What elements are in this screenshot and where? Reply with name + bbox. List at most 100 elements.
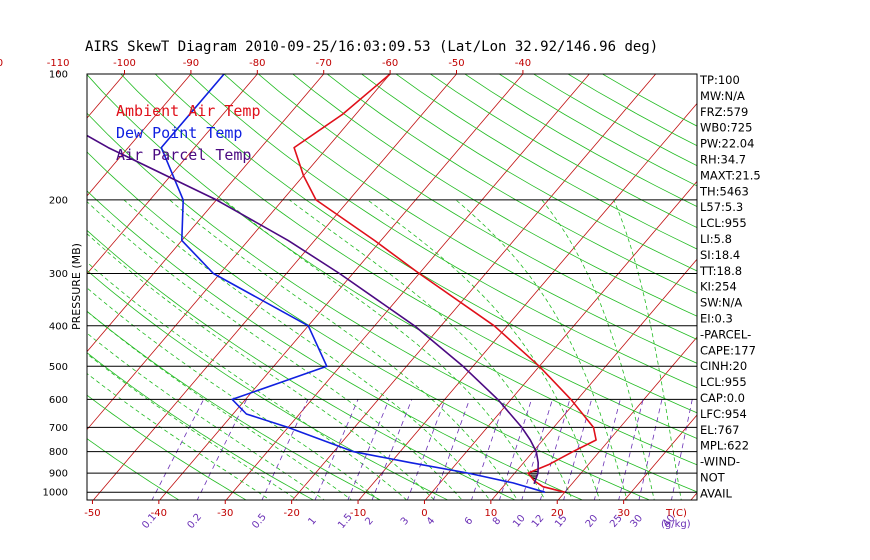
isotherm-line bbox=[424, 180, 697, 500]
moist-adiabat-line bbox=[87, 287, 380, 500]
top-temp-tick-label: -90 bbox=[183, 58, 199, 69]
index-entry: -PARCEL- bbox=[700, 327, 751, 341]
dry-adiabat-line bbox=[189, 74, 697, 389]
mixing-ratio-line bbox=[371, 399, 413, 500]
mixing-ratio-lines bbox=[151, 399, 693, 500]
mixing-ratio-label: 6 bbox=[463, 515, 476, 527]
mixing-ratio-line bbox=[347, 399, 390, 500]
moist-adiabat-line bbox=[87, 201, 463, 500]
dry-adiabat-line bbox=[360, 74, 697, 272]
mixing-ratio-line bbox=[406, 399, 446, 500]
moist-adiabat-line bbox=[367, 199, 601, 500]
dry-adiabat-line bbox=[87, 112, 697, 493]
mixing-ratio-label: 20 bbox=[584, 513, 601, 530]
dry-adiabat-line bbox=[395, 74, 697, 250]
moist-adiabat-line bbox=[169, 199, 518, 500]
index-entry: NOT bbox=[700, 471, 726, 485]
mixing-ratio-unit-label: (g/kg) bbox=[661, 519, 691, 530]
bottom-temp-tick-label: -10 bbox=[350, 508, 366, 519]
isotherm-line bbox=[358, 102, 697, 500]
ambient-series-line bbox=[293, 74, 597, 493]
dry-adiabat-line bbox=[429, 74, 697, 229]
isotherm-line bbox=[0, 55, 74, 510]
dry-adiabat-line bbox=[87, 151, 651, 500]
top-temp-tick-label: -70 bbox=[316, 58, 332, 69]
top-temp-tick-label: -60 bbox=[382, 58, 398, 69]
top-temp-tick-label: -40 bbox=[515, 58, 531, 69]
index-entry: L57:5.3 bbox=[700, 200, 743, 214]
isotherm-lines bbox=[0, 55, 870, 510]
dry-adiabat-line bbox=[292, 74, 697, 317]
top-temp-tick-label: -80 bbox=[249, 58, 265, 69]
moist-adiabat-line bbox=[87, 372, 271, 500]
index-entry: PW:22.04 bbox=[700, 137, 754, 151]
moist-adiabat-line bbox=[87, 332, 325, 500]
isotherm-line bbox=[0, 55, 8, 510]
isotherm-line bbox=[87, 74, 391, 431]
mixing-ratio-line bbox=[151, 399, 204, 500]
mixing-ratio-label: 12 bbox=[530, 513, 547, 530]
pressure-tick-label: 1000 bbox=[43, 488, 68, 499]
pressure-tick-label: 600 bbox=[49, 395, 68, 406]
legend-entry: Ambient Air Temp bbox=[116, 102, 261, 120]
dewpoint-series-line bbox=[160, 74, 546, 493]
mixing-ratio-line bbox=[521, 399, 553, 500]
mixing-ratio-label: 0.5 bbox=[250, 512, 269, 531]
isotherm-line bbox=[292, 74, 657, 500]
dry-adiabat-line bbox=[87, 269, 449, 500]
dry-adiabat-line bbox=[498, 74, 697, 187]
bottom-temp-tick-label: -20 bbox=[283, 508, 299, 519]
isotherm-line bbox=[159, 74, 524, 500]
dry-adiabat-line bbox=[87, 190, 584, 500]
mixing-ratio-line bbox=[539, 399, 571, 500]
moist-adiabat-line bbox=[87, 261, 408, 500]
index-entry: EI:0.3 bbox=[700, 312, 733, 326]
legend-entry: Air Parcel Temp bbox=[116, 146, 251, 164]
isotherm-line bbox=[749, 55, 870, 510]
bottom-temp-tick-label: -30 bbox=[217, 508, 233, 519]
moist-adiabat-line bbox=[87, 353, 298, 500]
index-entry: MPL:622 bbox=[700, 439, 749, 453]
bottom-temp-tick-label: 30 bbox=[617, 508, 630, 519]
top-temp-tick-label: -50 bbox=[448, 58, 464, 69]
pressure-tick-label: 300 bbox=[49, 269, 68, 280]
mixing-ratio-label: 10 bbox=[511, 513, 528, 530]
index-entry: MAXT:21.5 bbox=[700, 168, 761, 182]
index-entry: SI:18.4 bbox=[700, 248, 740, 262]
index-entry: TP:100 bbox=[699, 73, 740, 87]
bottom-temp-tick-label: -50 bbox=[84, 508, 100, 519]
moist-adiabat-lines bbox=[87, 199, 682, 500]
pressure-axis-label: PRESSURE (MB) bbox=[70, 243, 83, 330]
mixing-ratio-line bbox=[196, 399, 247, 500]
pressure-tick-label: 900 bbox=[49, 469, 68, 480]
index-entry: LCL:955 bbox=[700, 375, 747, 389]
dry-adiabat-line bbox=[120, 74, 697, 439]
mixing-ratio-line bbox=[499, 399, 532, 500]
index-entry: TT:18.8 bbox=[699, 264, 742, 278]
index-entry: TH:5463 bbox=[699, 184, 749, 198]
mixing-ratio-line bbox=[261, 399, 309, 500]
mixing-ratio-label: 0.2 bbox=[185, 512, 204, 531]
pressure-tick-label: 500 bbox=[49, 362, 68, 373]
top-temp-tick-label: -120 bbox=[0, 58, 3, 69]
dry-adiabat-line bbox=[87, 352, 315, 500]
moist-adiabat-line bbox=[87, 310, 353, 500]
isobar-lines bbox=[87, 74, 697, 493]
moist-adiabat-line bbox=[87, 233, 435, 500]
moist-adiabat-line bbox=[223, 199, 546, 500]
index-entry: CAPE:177 bbox=[700, 343, 756, 357]
index-entry: -WIND- bbox=[700, 455, 740, 469]
dry-adiabat-line bbox=[257, 74, 697, 340]
bottom-temp-tick-label: 0 bbox=[421, 508, 427, 519]
index-entry: MW:N/A bbox=[700, 89, 745, 103]
isotherm-line bbox=[87, 74, 258, 275]
parcel-series-line bbox=[87, 134, 540, 485]
pressure-tick-label: 100 bbox=[49, 70, 68, 81]
top-temperature-axis: -120 -110 -100 -90 -80 -70 -60 -50 -40 bbox=[0, 58, 531, 74]
moist-adiabat-line bbox=[455, 199, 628, 500]
dry-adiabat-line bbox=[87, 438, 180, 500]
dry-adiabat-line bbox=[87, 310, 382, 500]
pressure-tick-label: 400 bbox=[49, 321, 68, 332]
index-entry: EL:767 bbox=[700, 423, 740, 437]
